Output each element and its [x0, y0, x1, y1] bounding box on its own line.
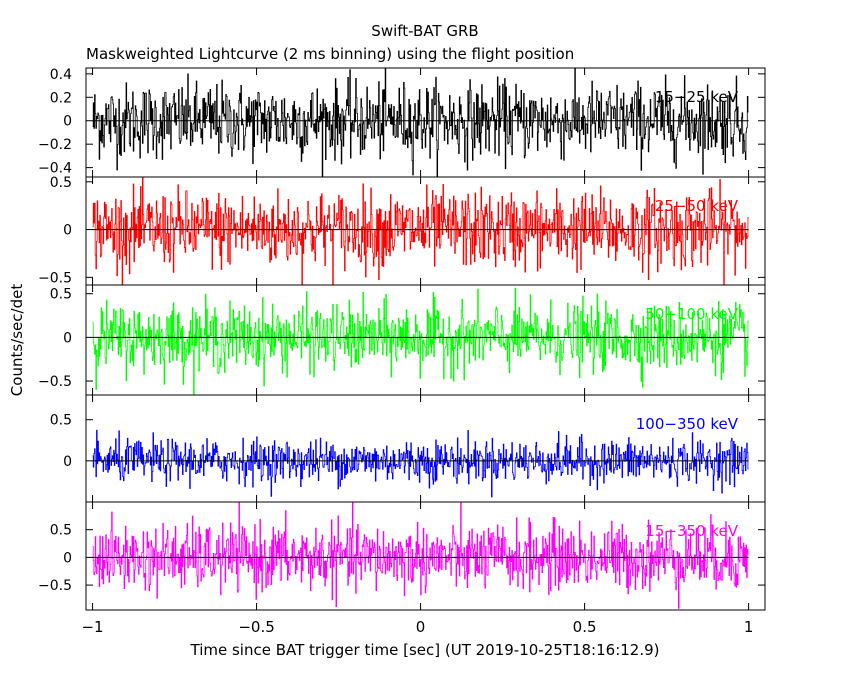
y-tick-label-4-2: 0.5 [50, 523, 72, 539]
x-axis-label: Time since BAT trigger time [sec] (UT 20… [190, 641, 660, 659]
x-tick-label-1: −0.5 [238, 618, 274, 636]
y-tick-label-1-2: 0.5 [50, 175, 72, 191]
y-axis-label: Counts/sec/det [8, 284, 26, 397]
y-tick-label-4-0: −0.5 [38, 578, 72, 594]
y-tick-label-2-0: −0.5 [38, 374, 72, 390]
y-tick-label-2-1: 0 [63, 330, 72, 346]
panels-group: −0.4 −0.2 0 0.2 0.4 15−25 keV −0.5 0 0.5 25−50 ke… [38, 67, 766, 636]
y-tick-label-1-0: −0.5 [38, 270, 72, 286]
y-tick-label-0-1: −0.2 [38, 137, 72, 153]
x-tick-label-2: 0 [416, 618, 426, 636]
panel-frame-3 [85, 394, 766, 503]
chart-subtitle: Maskweighted Lightcurve (2 ms binning) u… [86, 45, 574, 63]
panel-frame-4 [85, 501, 766, 611]
x-tick-label-0: −1 [81, 618, 103, 636]
panel-label-2: 50−100 keV [645, 305, 738, 323]
y-tick-label-3-0: 0 [63, 454, 72, 470]
panel-label-3: 100−350 keV [636, 415, 739, 433]
y-tick-label-2-2: 0.5 [50, 287, 72, 303]
y-tick-label-0-4: 0.4 [50, 67, 72, 83]
series-line-1 [92, 177, 749, 285]
panel-label-4: 15−350 keV [645, 522, 738, 540]
series-line-2 [92, 287, 749, 395]
y-tick-label-3-1: 0.5 [50, 413, 72, 429]
x-tick-label-3: 0.5 [573, 618, 597, 636]
y-tick-label-0-0: −0.4 [38, 161, 72, 177]
series-line-3 [92, 429, 749, 498]
chart-title: Swift-BAT GRB [371, 22, 478, 40]
series-line-0 [92, 68, 749, 177]
panel-label-0: 15−25 keV [655, 88, 739, 106]
x-tick-label-4: 1 [744, 618, 754, 636]
panel-label-1: 25−50 keV [655, 197, 739, 215]
y-tick-label-0-2: 0 [63, 114, 72, 130]
series-line-4 [92, 502, 749, 609]
y-tick-label-4-1: 0 [63, 550, 72, 566]
y-tick-label-1-1: 0 [63, 223, 72, 239]
y-tick-label-0-3: 0.2 [50, 90, 72, 106]
